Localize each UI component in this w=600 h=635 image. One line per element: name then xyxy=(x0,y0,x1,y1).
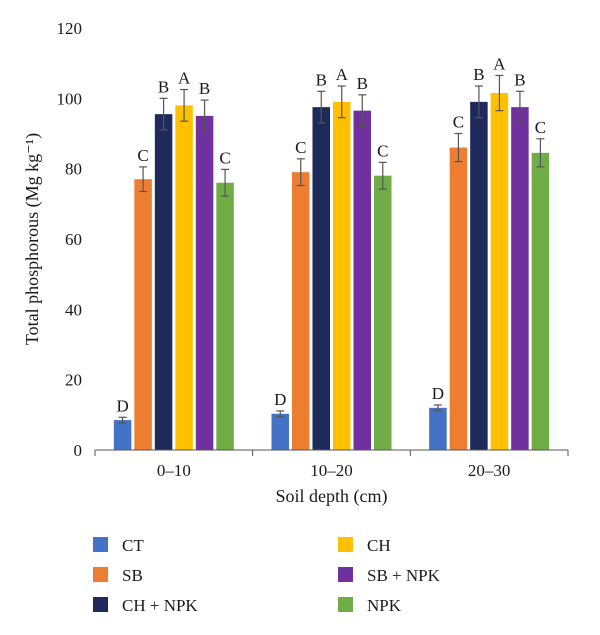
significance-letter: D xyxy=(116,396,128,415)
bar xyxy=(195,115,214,451)
significance-letter: C xyxy=(295,138,306,157)
legend-label: SB xyxy=(122,566,143,585)
x-axis-title: Soil depth (cm) xyxy=(276,486,388,507)
bar xyxy=(333,101,351,450)
legend-label: CH xyxy=(367,536,391,555)
legend-label: CH + NPK xyxy=(122,596,198,615)
bar xyxy=(216,182,234,450)
bar xyxy=(429,407,447,450)
significance-letter: C xyxy=(137,146,148,165)
y-tick-label: 120 xyxy=(57,19,83,38)
y-tick-label: 40 xyxy=(65,300,82,319)
legend-label: SB + NPK xyxy=(367,566,441,585)
y-axis-title: Total phosphorous (Mg kg⁻¹) xyxy=(22,133,43,345)
x-category-label: 20–30 xyxy=(468,461,511,480)
significance-letter: A xyxy=(178,69,191,88)
x-category-label: 0–10 xyxy=(157,461,191,480)
significance-letter: C xyxy=(535,118,546,137)
significance-letter: B xyxy=(158,77,169,96)
significance-letter: B xyxy=(357,74,368,93)
bar xyxy=(470,101,488,450)
y-tick-label: 20 xyxy=(65,371,82,390)
bar xyxy=(531,152,550,450)
bar xyxy=(511,107,529,450)
legend: CT SB CH + NPK CH SB + NPK NPK xyxy=(93,536,441,615)
bar xyxy=(353,110,371,451)
bar xyxy=(374,175,392,450)
significance-letter: B xyxy=(514,70,525,89)
significance-letter: C xyxy=(219,148,230,167)
bar xyxy=(271,413,289,450)
bar xyxy=(292,172,310,450)
significance-letter: A xyxy=(336,65,349,84)
legend-swatch xyxy=(93,537,108,552)
significance-letter: B xyxy=(473,65,484,84)
significance-letter: C xyxy=(453,113,464,132)
bar xyxy=(154,114,173,451)
bars xyxy=(113,93,550,451)
bar xyxy=(312,107,330,450)
x-category-label: 10–20 xyxy=(310,461,353,480)
significance-letter: A xyxy=(493,54,506,73)
x-axis-ticks: 0–10 10–20 20–30 xyxy=(94,450,569,480)
bar xyxy=(113,420,132,450)
y-axis-ticks: 0 20 40 60 80 100 120 xyxy=(57,19,83,460)
y-tick-label: 100 xyxy=(57,89,83,108)
bar xyxy=(134,179,152,450)
bar xyxy=(490,93,509,450)
significance-letter: B xyxy=(199,79,210,98)
significance-letter: D xyxy=(432,384,444,403)
legend-swatch xyxy=(93,597,108,612)
bar xyxy=(449,147,468,451)
y-tick-label: 60 xyxy=(65,230,82,249)
legend-swatch xyxy=(93,567,108,582)
significance-letter: D xyxy=(274,390,286,409)
bar xyxy=(175,105,193,450)
y-tick-label: 0 xyxy=(74,441,83,460)
significance-letter: C xyxy=(377,141,388,160)
legend-swatch xyxy=(338,597,353,612)
legend-label: CT xyxy=(122,536,144,555)
y-tick-label: 80 xyxy=(65,160,82,179)
error-bars xyxy=(118,74,545,424)
significance-letter: B xyxy=(316,70,327,89)
legend-swatch xyxy=(338,567,353,582)
legend-label: NPK xyxy=(367,596,402,615)
legend-swatch xyxy=(338,537,353,552)
